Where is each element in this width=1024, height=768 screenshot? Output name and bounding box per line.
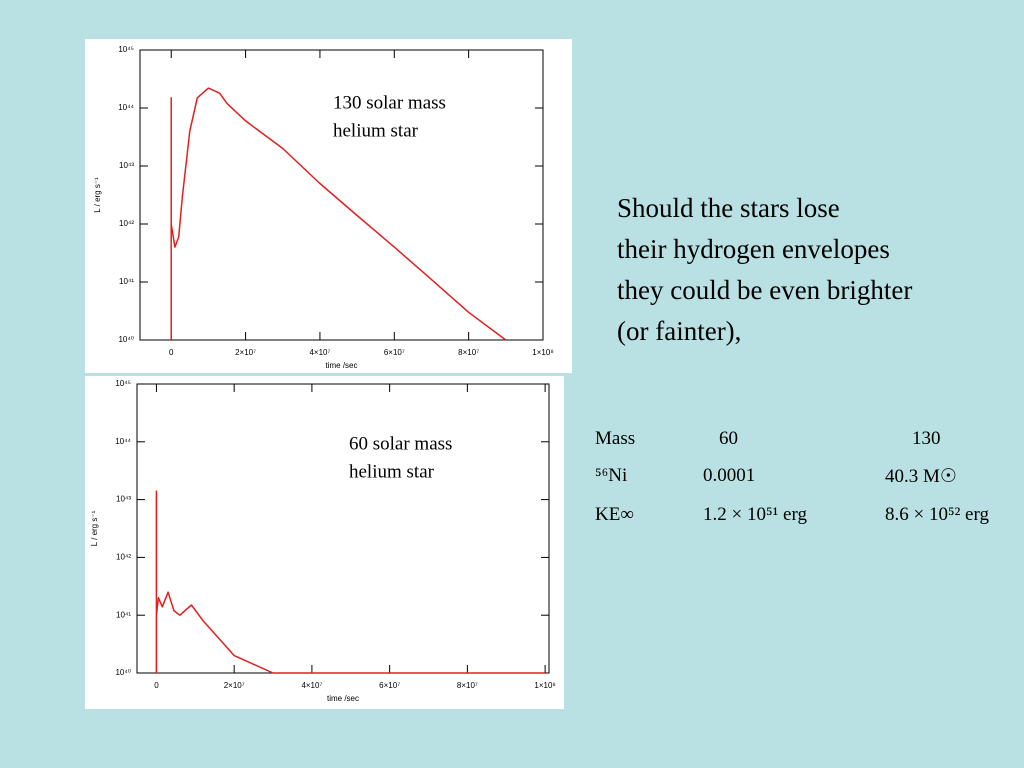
table-cell: 0.0001: [703, 465, 756, 486]
x-tick-label: 0: [169, 348, 174, 357]
annotation: 130 solar mass: [333, 92, 446, 113]
panel: [85, 376, 564, 709]
y-tick-label: 10⁴²: [119, 219, 134, 228]
charts: 10⁴⁰ 10⁴¹ 10⁴² 10⁴³ 10⁴⁴ 10⁴⁵ 0 2×10⁷ 4×10⁷ 6×10⁷…: [85, 39, 572, 709]
plot-frame: [139, 49, 544, 341]
x-tick-label: 8×10⁷: [457, 681, 478, 690]
annotation: helium star: [333, 120, 419, 141]
y-tick-label: 10⁴⁴: [118, 103, 134, 112]
text-line: (or fainter),: [617, 316, 742, 346]
text-line: Should the stars lose: [617, 193, 840, 223]
x-tick-label: 4×10⁷: [301, 681, 322, 690]
table-cell: 1.2 × 10⁵¹ erg: [703, 504, 807, 525]
table-cell: ⁵⁶Ni: [595, 465, 628, 486]
y-axis-label: L / erg s⁻¹: [93, 177, 102, 213]
text-line: they could be even brighter: [617, 275, 913, 305]
x-tick-label: 0: [154, 681, 159, 690]
x-axis-label: time /sec: [327, 694, 359, 703]
x-tick-label: 1×10⁸: [532, 348, 553, 357]
x-tick-label: 4×10⁷: [309, 348, 330, 357]
annotation: 60 solar mass: [349, 433, 452, 454]
line: [155, 490, 546, 674]
y-axis-label: L / erg s⁻¹: [90, 510, 99, 546]
y-tick-label: 10⁴¹: [119, 277, 134, 286]
y-tick-label: 10⁴¹: [116, 610, 131, 619]
y-tick-label: 10⁴³: [119, 161, 134, 170]
y-tick-label: 10⁴⁴: [115, 437, 131, 446]
y-tick-label: 10⁴⁰: [115, 668, 131, 677]
table-cell: 130: [912, 428, 941, 449]
table-cell: 40.3 M☉: [885, 466, 957, 487]
annotation: helium star: [349, 461, 435, 482]
x-tick-label: 2×10⁷: [235, 348, 256, 357]
table-cell: Mass: [595, 428, 636, 449]
x-tick-label: 6×10⁷: [379, 681, 400, 690]
table-cell: 8.6 × 10⁵² erg: [885, 504, 989, 525]
y-tick-label: 10⁴³: [116, 495, 131, 504]
line: [170, 87, 507, 341]
x-tick-label: 1×10⁸: [534, 681, 555, 690]
x-tick-label: 2×10⁷: [224, 681, 245, 690]
panel: [85, 39, 572, 373]
table-cell: 60: [719, 428, 738, 449]
x-axis-label: time /sec: [325, 361, 357, 370]
y-tick-label: 10⁴⁵: [115, 379, 131, 388]
x-tick-label: 8×10⁷: [458, 348, 479, 357]
x-tick-label: 6×10⁷: [384, 348, 405, 357]
text-line: their hydrogen envelopes: [617, 234, 890, 264]
y-tick-label: 10⁴⁵: [118, 45, 134, 54]
y-tick-label: 10⁴⁰: [118, 335, 134, 344]
y-tick-label: 10⁴²: [116, 553, 131, 562]
table-cell: KE∞: [595, 504, 634, 525]
